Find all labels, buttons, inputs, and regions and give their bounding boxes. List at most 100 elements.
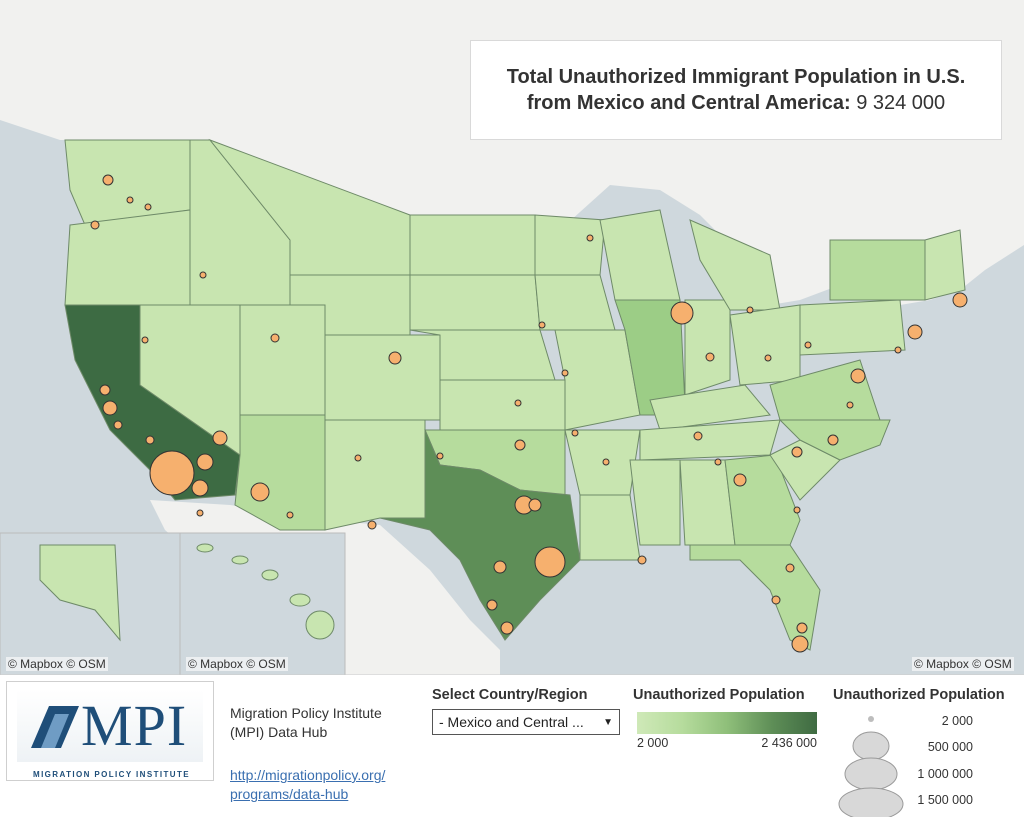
state-louisiana [579,494,641,561]
logo-text: MPI [81,693,188,758]
bubble-detroit [746,306,754,314]
size-symbol-1-5m [838,787,904,817]
bubble-san-jose [102,400,118,416]
bubble-el-paso [367,520,377,530]
title-line1: Total Unauthorized Immigrant Population … [506,66,966,88]
bubble-wichita [514,399,522,407]
bubble-tulsa [571,429,579,437]
bubble-tampa [771,595,781,605]
org-name: Migration Policy Institute (MPI) Data Hu… [230,705,382,740]
us-states [64,138,966,651]
bubble-raleigh [827,434,839,446]
state-michigan [689,219,781,311]
state-indiana [684,299,731,396]
state-texas [379,429,581,641]
bubble-fort-lauderdale [796,622,808,634]
size-legend-value-2: 500 000 [927,740,973,754]
color-legend-max: 2 436 000 [761,736,817,750]
bubble-los-angeles [149,450,195,496]
bubble-atlanta [733,473,747,487]
bubble-phoenix [250,482,270,502]
bubble-fort-worth [528,498,542,512]
bubble-san-antonio [486,599,498,611]
bubble-new-york [907,324,923,340]
color-legend-title: Unauthorized Population [633,687,805,703]
bubble-minneapolis [586,234,594,242]
size-symbol-500k [852,731,890,761]
data-hub-link[interactable]: http://migrationpolicy.org/ programs/dat… [230,767,386,802]
state-south-dakota [409,274,541,331]
bubble-yakima [126,196,134,204]
bubble-tucson [286,511,294,519]
size-legend-value-3: 1 000 000 [917,767,973,781]
bubble-charlotte [791,446,803,458]
bubble-orlando [785,563,795,573]
bubble-reno [141,336,149,344]
state-arizona [234,414,326,531]
size-legend-value-4: 1 500 000 [917,793,973,807]
state-colorado [324,334,441,421]
bubble-san-francisco [99,384,111,396]
bubble-nashville [693,431,703,441]
select-label: Select Country/Region [432,687,588,703]
state-new-york [829,239,926,301]
color-legend-gradient [637,712,817,734]
credit-alaska: © Mapbox © OSM [6,657,108,671]
bubble-riverside [196,453,214,471]
bubble-indianapolis [705,352,715,362]
state-ohio [729,304,801,386]
size-symbol-1m [844,757,898,791]
map-title: Total Unauthorized Immigrant Population … [470,40,1002,140]
bubble-houston [534,546,566,578]
bubble-oklahoma-city [514,439,526,451]
bubble-austin [493,560,507,574]
bubble-amarillo [436,452,444,460]
bubble-yuma [196,509,204,517]
bubble-san-diego [191,479,209,497]
title-label: from Mexico and Central America: [526,92,851,114]
bubble-richmond [846,401,854,409]
size-legend-title: Unauthorized Population [833,687,1005,703]
bubble-washington-dc [850,368,866,384]
bubble-seattle [102,174,114,186]
title-line2: from Mexico and Central America: 9 324 0… [527,90,945,116]
mpi-logo: MPI MIGRATION POLICY INSTITUTE [6,681,214,781]
state-minnesota [534,214,606,276]
credit-hawaii: © Mapbox © OSM [186,657,288,671]
state-new-mexico [324,419,426,531]
state-mississippi [629,459,681,546]
state-pennsylvania [799,299,906,356]
bubble-chicago [670,301,694,325]
title-total: 9 324 000 [856,92,946,114]
bubble-new-orleans [637,555,647,565]
bubble-philadelphia [894,346,902,354]
size-legend-value-1: 2 000 [941,714,973,728]
logo-mark-icon [31,706,79,748]
state-alaska [39,544,121,642]
bubble-boston [952,292,968,308]
logo-subtitle: MIGRATION POLICY INSTITUTE [33,770,190,779]
bubble-laredo [500,621,514,635]
bubble-columbus [764,354,772,362]
bubble-fresno [113,420,123,430]
state-new-england [924,229,966,301]
size-symbol-small [868,716,874,722]
state-kentucky [649,384,771,431]
bubble-albuquerque [354,454,362,462]
country-region-select[interactable]: - Mexico and Central ... ▼ [432,709,620,735]
size-legend-symbols [838,716,904,817]
logo-panel: MPI MIGRATION POLICY INSTITUTE [17,690,203,779]
select-value: - Mexico and Central ... [439,714,584,730]
bubble-spokane [144,203,152,211]
bubble-little-rock [602,458,610,466]
bubble-birmingham [714,458,722,466]
bubble-bakersfield [145,435,155,445]
credit-main: © Mapbox © OSM [912,657,1014,671]
bubble-boise [199,271,207,279]
bubble-miami [791,635,809,653]
population-bubbles [90,174,968,653]
color-legend-min: 2 000 [637,736,669,750]
state-utah [239,304,326,416]
bubble-omaha [538,321,546,329]
state-hawaii [196,543,335,640]
